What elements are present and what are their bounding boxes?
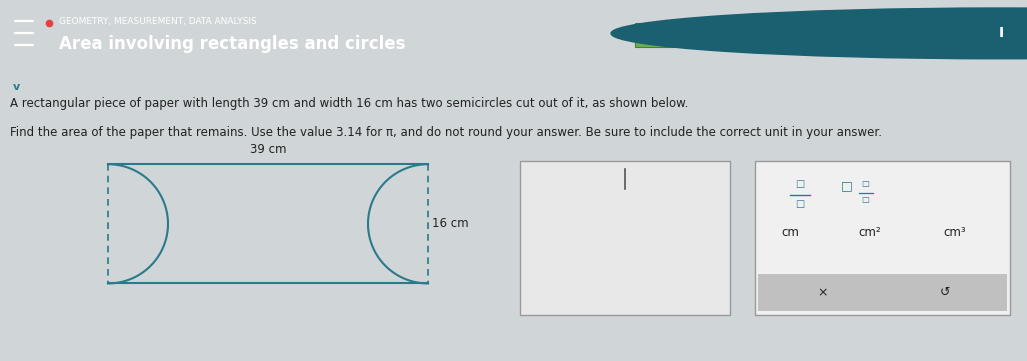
Bar — [776, 23, 815, 47]
Text: □: □ — [841, 179, 852, 192]
Text: ↺: ↺ — [940, 286, 950, 299]
Text: 3/5: 3/5 — [879, 30, 897, 40]
Bar — [108, 164, 428, 283]
Bar — [520, 161, 730, 315]
Text: v: v — [13, 82, 21, 92]
Text: 16 cm: 16 cm — [432, 217, 468, 230]
Text: ×: × — [817, 286, 828, 299]
Bar — [824, 23, 863, 47]
Text: 39 cm: 39 cm — [250, 143, 287, 156]
Text: I: I — [999, 26, 1003, 40]
Text: Find the area of the paper that remains. Use the value 3.14 for π, and do not ro: Find the area of the paper that remains.… — [10, 126, 882, 139]
Text: Area involving rectangles and circles: Area involving rectangles and circles — [59, 35, 405, 53]
Text: □: □ — [795, 199, 804, 209]
Bar — [682, 23, 721, 47]
Bar — [729, 23, 768, 47]
Text: cm³: cm³ — [944, 226, 966, 239]
Text: GEOMETRY, MEASUREMENT, DATA ANALYSIS: GEOMETRY, MEASUREMENT, DATA ANALYSIS — [59, 17, 257, 26]
Text: □: □ — [795, 179, 804, 189]
Circle shape — [611, 8, 1027, 59]
Text: □: □ — [861, 195, 869, 204]
Text: cm: cm — [782, 226, 799, 239]
Text: □: □ — [861, 179, 869, 188]
Text: A rectangular piece of paper with length 39 cm and width 16 cm has two semicircl: A rectangular piece of paper with length… — [10, 97, 688, 110]
Bar — [758, 274, 1007, 311]
Bar — [755, 161, 1010, 315]
Bar — [635, 23, 674, 47]
Text: cm²: cm² — [859, 226, 881, 239]
